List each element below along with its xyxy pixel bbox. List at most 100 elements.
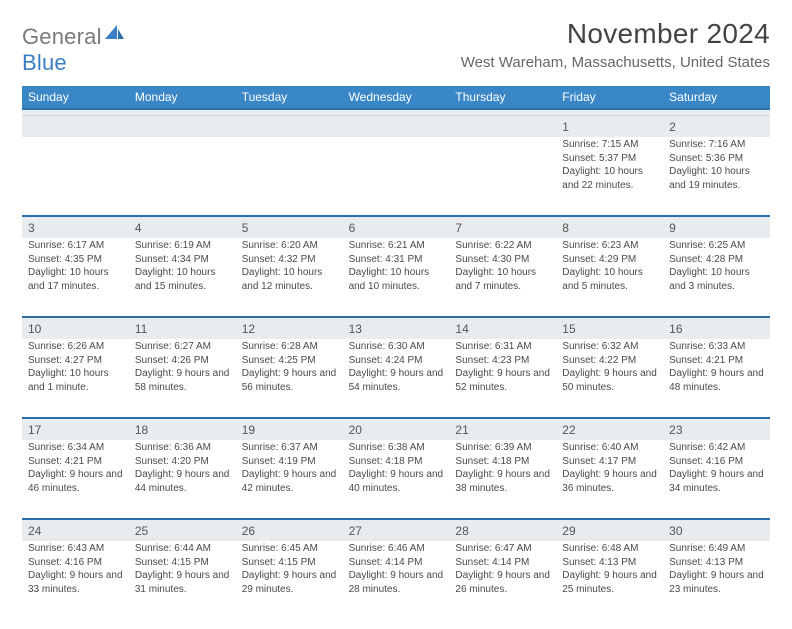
header: General Blue November 2024 West Wareham,… [22,18,770,76]
title-block: November 2024 West Wareham, Massachusett… [461,18,770,71]
day-info: Sunrise: 7:16 AMSunset: 5:36 PMDaylight:… [669,138,764,192]
day-number-cell: 14 [449,318,556,339]
week-info-row: Sunrise: 6:26 AMSunset: 4:27 PMDaylight:… [22,339,770,417]
empty-cell [22,137,129,215]
day-info-cell: Sunrise: 6:48 AMSunset: 4:13 PMDaylight:… [556,541,663,619]
day-number-cell: 25 [129,520,236,541]
day-number-cell: 8 [556,217,663,238]
week-daynum-row: 3456789 [22,215,770,238]
day-number-cell: 28 [449,520,556,541]
day-info-cell: Sunrise: 6:27 AMSunset: 4:26 PMDaylight:… [129,339,236,417]
day-number-cell: 19 [236,419,343,440]
day-number-cell: 15 [556,318,663,339]
day-number-cell: 1 [556,116,663,137]
day-info-cell: Sunrise: 6:47 AMSunset: 4:14 PMDaylight:… [449,541,556,619]
day-info-cell: Sunrise: 6:25 AMSunset: 4:28 PMDaylight:… [663,238,770,316]
day-info-cell: Sunrise: 6:42 AMSunset: 4:16 PMDaylight:… [663,440,770,518]
day-info-cell: Sunrise: 6:31 AMSunset: 4:23 PMDaylight:… [449,339,556,417]
day-number: 9 [669,221,676,235]
week-info-row: Sunrise: 6:17 AMSunset: 4:35 PMDaylight:… [22,238,770,316]
day-number-cell: 26 [236,520,343,541]
day-number: 6 [349,221,356,235]
day-info-cell: Sunrise: 6:28 AMSunset: 4:25 PMDaylight:… [236,339,343,417]
day-number: 1 [562,120,569,134]
day-number-cell: 29 [556,520,663,541]
day-number: 18 [135,423,148,437]
weekday-label: Tuesday [236,86,343,108]
brand-sail-icon [104,24,126,42]
day-info: Sunrise: 6:45 AMSunset: 4:15 PMDaylight:… [242,542,337,596]
day-number: 28 [455,524,468,538]
empty-cell [449,137,556,215]
day-info: Sunrise: 6:20 AMSunset: 4:32 PMDaylight:… [242,239,337,293]
day-info-cell: Sunrise: 6:32 AMSunset: 4:22 PMDaylight:… [556,339,663,417]
weekday-header: SundayMondayTuesdayWednesdayThursdayFrid… [22,86,770,110]
day-number: 4 [135,221,142,235]
day-info-cell: Sunrise: 6:23 AMSunset: 4:29 PMDaylight:… [556,238,663,316]
day-info: Sunrise: 6:23 AMSunset: 4:29 PMDaylight:… [562,239,657,293]
day-number: 15 [562,322,575,336]
calendar: SundayMondayTuesdayWednesdayThursdayFrid… [22,86,770,619]
day-info-cell: Sunrise: 6:34 AMSunset: 4:21 PMDaylight:… [22,440,129,518]
day-number-cell: 5 [236,217,343,238]
day-number: 30 [669,524,682,538]
day-info: Sunrise: 6:49 AMSunset: 4:13 PMDaylight:… [669,542,764,596]
day-number-cell: 24 [22,520,129,541]
day-number: 10 [28,322,41,336]
day-info: Sunrise: 6:39 AMSunset: 4:18 PMDaylight:… [455,441,550,495]
day-info-cell: Sunrise: 6:22 AMSunset: 4:30 PMDaylight:… [449,238,556,316]
day-info: Sunrise: 6:25 AMSunset: 4:28 PMDaylight:… [669,239,764,293]
weekday-label: Friday [556,86,663,108]
day-number-cell: 23 [663,419,770,440]
day-number: 21 [455,423,468,437]
empty-cell [236,116,343,137]
day-info-cell: Sunrise: 6:44 AMSunset: 4:15 PMDaylight:… [129,541,236,619]
day-info: Sunrise: 6:27 AMSunset: 4:26 PMDaylight:… [135,340,230,394]
day-number: 3 [28,221,35,235]
day-number: 20 [349,423,362,437]
day-info: Sunrise: 6:31 AMSunset: 4:23 PMDaylight:… [455,340,550,394]
day-number-cell: 16 [663,318,770,339]
day-info: Sunrise: 6:42 AMSunset: 4:16 PMDaylight:… [669,441,764,495]
day-number-cell: 13 [343,318,450,339]
day-info: Sunrise: 6:34 AMSunset: 4:21 PMDaylight:… [28,441,123,495]
day-info: Sunrise: 6:40 AMSunset: 4:17 PMDaylight:… [562,441,657,495]
location-text: West Wareham, Massachusetts, United Stat… [461,54,770,71]
day-info-cell: Sunrise: 6:33 AMSunset: 4:21 PMDaylight:… [663,339,770,417]
day-number: 25 [135,524,148,538]
month-title: November 2024 [461,18,770,50]
brand-part2: Blue [22,50,67,75]
day-number-cell: 20 [343,419,450,440]
day-number: 11 [135,322,147,336]
day-info-cell: Sunrise: 6:36 AMSunset: 4:20 PMDaylight:… [129,440,236,518]
weekday-label: Saturday [663,86,770,108]
day-info: Sunrise: 6:26 AMSunset: 4:27 PMDaylight:… [28,340,123,394]
day-info: Sunrise: 6:38 AMSunset: 4:18 PMDaylight:… [349,441,444,495]
day-number-cell: 11 [129,318,236,339]
day-number: 22 [562,423,575,437]
day-info-cell: Sunrise: 7:15 AMSunset: 5:37 PMDaylight:… [556,137,663,215]
day-number: 16 [669,322,682,336]
day-info: Sunrise: 6:22 AMSunset: 4:30 PMDaylight:… [455,239,550,293]
day-info: Sunrise: 6:48 AMSunset: 4:13 PMDaylight:… [562,542,657,596]
day-number-cell: 7 [449,217,556,238]
day-number: 26 [242,524,255,538]
day-info: Sunrise: 6:36 AMSunset: 4:20 PMDaylight:… [135,441,230,495]
day-info-cell: Sunrise: 6:19 AMSunset: 4:34 PMDaylight:… [129,238,236,316]
day-info-cell: Sunrise: 6:39 AMSunset: 4:18 PMDaylight:… [449,440,556,518]
empty-cell [236,137,343,215]
day-number: 2 [669,120,676,134]
day-info-cell: Sunrise: 6:17 AMSunset: 4:35 PMDaylight:… [22,238,129,316]
day-info: Sunrise: 6:19 AMSunset: 4:34 PMDaylight:… [135,239,230,293]
day-info: Sunrise: 6:37 AMSunset: 4:19 PMDaylight:… [242,441,337,495]
day-number: 23 [669,423,682,437]
week-info-row: Sunrise: 6:34 AMSunset: 4:21 PMDaylight:… [22,440,770,518]
day-number: 8 [562,221,569,235]
weekday-label: Wednesday [343,86,450,108]
empty-cell [449,116,556,137]
day-info: Sunrise: 6:28 AMSunset: 4:25 PMDaylight:… [242,340,337,394]
day-info-cell: Sunrise: 6:20 AMSunset: 4:32 PMDaylight:… [236,238,343,316]
day-info-cell: Sunrise: 6:30 AMSunset: 4:24 PMDaylight:… [343,339,450,417]
week-info-row: Sunrise: 7:15 AMSunset: 5:37 PMDaylight:… [22,137,770,215]
week-daynum-row: 10111213141516 [22,316,770,339]
